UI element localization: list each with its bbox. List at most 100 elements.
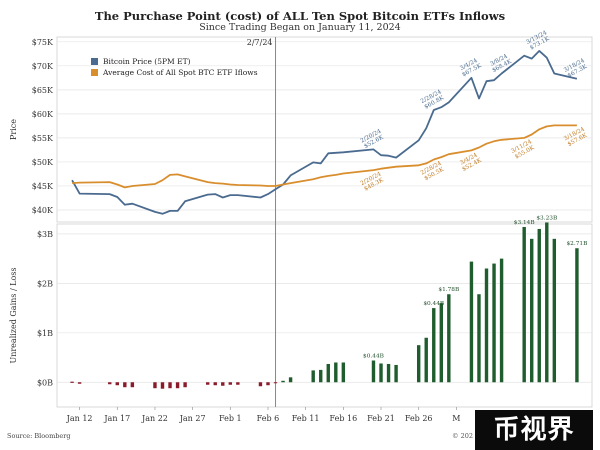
x-tick-label: Jan 27 — [179, 414, 206, 423]
x-tick-label: Feb 21 — [367, 414, 395, 423]
price-tick-label: $65K — [32, 86, 54, 95]
price-tick-label: $55K — [32, 134, 54, 143]
source-note: Source: Bloomberg — [7, 432, 71, 440]
gain-loss-bar — [258, 382, 263, 387]
gain-loss-bar — [334, 362, 338, 383]
x-tick-label: Feb 26 — [405, 414, 433, 423]
gain-loss-bar — [371, 360, 376, 383]
cost-annotation: 2/20/24$48.3K — [360, 171, 386, 193]
price-annotation: 3/13/24$73.1K — [526, 30, 552, 52]
watermark-logo: 币视界 — [475, 410, 593, 450]
average-cost-line — [72, 124, 577, 189]
gain-loss-bar — [206, 382, 210, 385]
gain-loss-bar — [447, 294, 451, 383]
gain-loss-bar — [168, 382, 172, 389]
gain-loss-bar — [228, 382, 233, 385]
gain-loss-bar — [439, 303, 443, 383]
gain-loss-bar — [273, 382, 278, 384]
price-annotation: 3/4/24$67.5K — [458, 57, 483, 78]
gain-loss-bar — [108, 382, 112, 385]
x-tick-label: Jan 22 — [141, 414, 168, 423]
x-tick-label: Jan 17 — [103, 414, 130, 423]
gain-loss-bar — [319, 369, 323, 383]
gain-loss-bar — [552, 238, 557, 383]
price-tick-label: $75K — [32, 38, 54, 47]
gain-loss-bar — [379, 363, 383, 383]
price-annotation: 3/18/24$67.3K — [563, 58, 589, 80]
gain-loss-bar — [394, 364, 398, 383]
price-annotation: 3/8/24$68.4K — [488, 53, 513, 74]
gain-loss-bar — [70, 381, 74, 383]
price-tick-label: $45K — [32, 182, 54, 191]
gain-loss-bar — [183, 382, 187, 388]
gain-loss-bar — [469, 261, 474, 383]
bar-annotation: $0.44B — [363, 354, 384, 360]
gain-loss-bar — [575, 248, 579, 383]
gain-loss-bar — [115, 382, 119, 386]
legend-label-cost: Average Cost of All Spot BTC ETF Iflows — [102, 68, 258, 77]
legend-swatch-cost — [91, 69, 98, 76]
gain-loss-bar — [432, 308, 436, 383]
x-tick-label: M — [452, 414, 460, 423]
gains-panel-frame — [56, 223, 593, 408]
x-tick-label: Feb 11 — [292, 414, 320, 423]
gain-loss-bar — [386, 363, 391, 383]
copyright-note: © 202 — [452, 432, 473, 440]
gain-loss-bar — [175, 382, 180, 389]
gain-loss-bar — [130, 382, 135, 388]
chart-subtitle: Since Trading Began on January 11, 2024 — [199, 22, 401, 33]
gain-loss-bar — [288, 377, 293, 383]
gain-loss-bar — [221, 382, 225, 386]
chart-title: The Purchase Point (cost) of ALL Ten Spo… — [94, 9, 506, 23]
x-tick-label: Feb 6 — [257, 414, 280, 423]
gains-tick-label: $3B — [37, 230, 53, 239]
price-tick-label: $40K — [32, 206, 54, 215]
gain-loss-bar — [522, 226, 526, 383]
cost-annotation: 3/4/24$52.4K — [458, 152, 483, 173]
bitcoin-price-line — [71, 50, 578, 215]
bar-annotation: $3.14B — [514, 220, 535, 226]
cost-annotation: 3/18/24$57.6K — [563, 126, 589, 148]
gain-loss-bar — [424, 337, 428, 383]
x-tick-label: Feb 16 — [329, 414, 357, 423]
gains-axis-title: Unrealized Gains / Loss — [9, 267, 18, 363]
gains-tick-label: $1B — [37, 329, 53, 338]
price-tick-label: $70K — [32, 62, 54, 71]
gain-loss-bar — [236, 382, 240, 385]
gain-loss-bar — [545, 222, 549, 383]
price-tick-label: $50K — [32, 158, 54, 167]
x-tick-label: Jan 12 — [66, 414, 93, 423]
legend-swatch-price — [91, 58, 98, 65]
gain-loss-bar — [326, 363, 330, 383]
gain-loss-bar — [416, 345, 421, 383]
gain-loss-bar — [484, 268, 489, 383]
gain-loss-bar — [213, 382, 217, 386]
price-panel-frame — [56, 36, 593, 223]
legend-label-price: Bitcoin Price (5PM ET) — [103, 57, 191, 66]
bar-annotation: $3.23B — [536, 216, 557, 222]
marker-line-label: 2/7/24 — [247, 38, 273, 47]
gain-loss-bar — [311, 370, 315, 383]
bar-annotation: $2.71B — [566, 241, 587, 247]
price-annotation: 2/20/24$52.6K — [360, 129, 386, 151]
price-tick-label: $60K — [32, 110, 54, 119]
gain-loss-bar — [530, 238, 534, 383]
bar-annotation: $0.44B — [423, 301, 444, 307]
gain-loss-bar — [499, 258, 504, 383]
gain-loss-bar — [160, 382, 165, 389]
cost-annotation: 3/11/24$55.0K — [510, 139, 536, 161]
gain-loss-bar — [537, 228, 541, 383]
price-axis-title: Price — [9, 119, 18, 140]
gains-tick-label: $2B — [37, 279, 53, 288]
bar-annotation: $1.78B — [438, 287, 459, 293]
gain-loss-bar — [266, 382, 270, 386]
gain-loss-bar — [281, 380, 285, 383]
gain-loss-bar — [492, 263, 496, 383]
gain-loss-bar — [77, 382, 82, 384]
gain-loss-bar — [477, 294, 481, 383]
gain-loss-bar — [123, 382, 127, 388]
gain-loss-bar — [153, 382, 157, 389]
x-tick-label: Feb 1 — [219, 414, 242, 423]
